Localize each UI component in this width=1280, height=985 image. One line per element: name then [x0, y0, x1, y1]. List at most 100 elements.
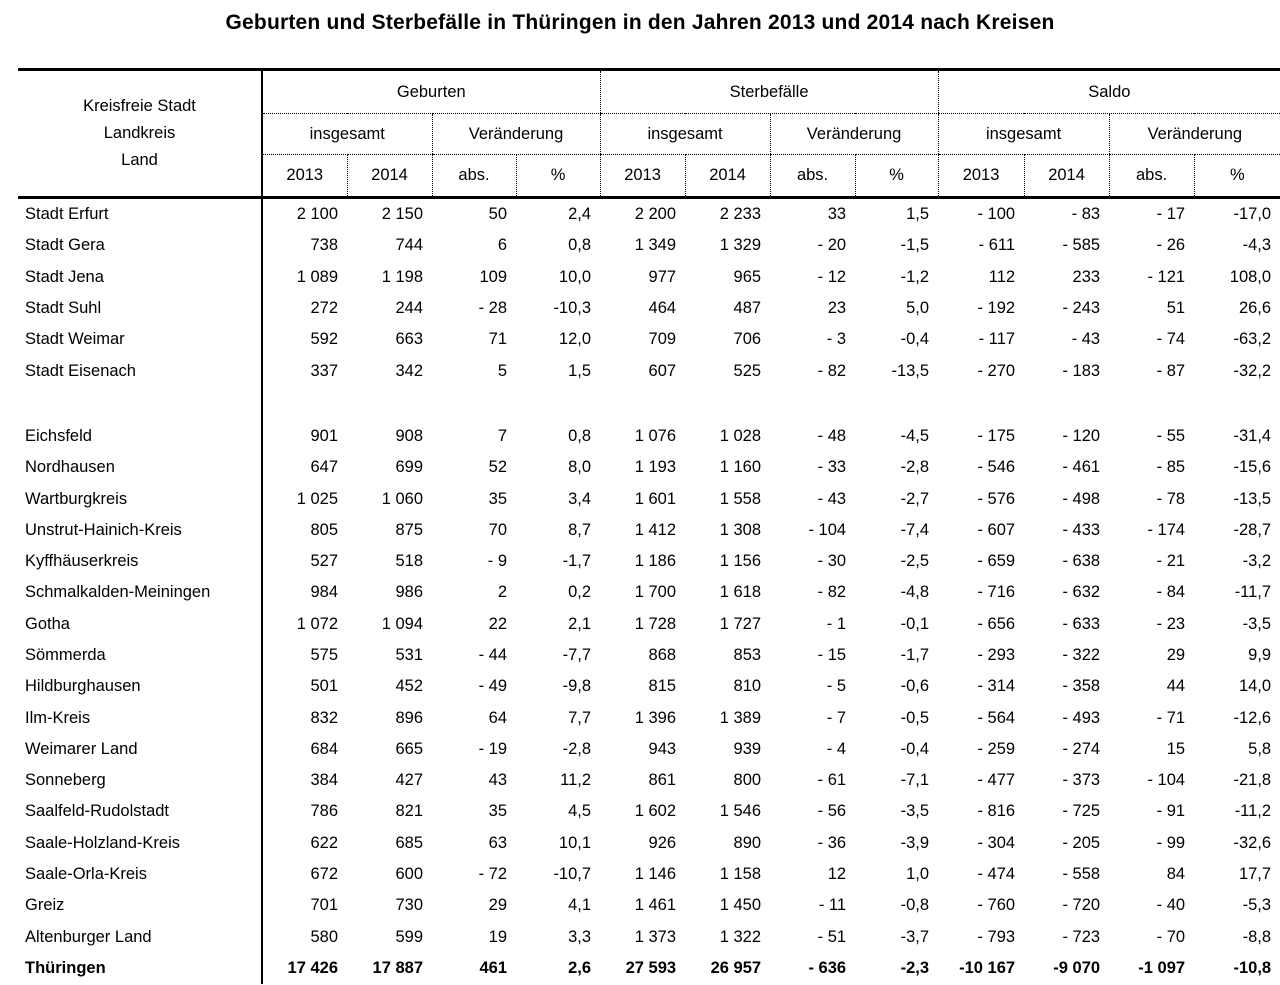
table-row: Saalfeld-Rudolstadt 786 821 35 4,5 1 602 1 546… — [18, 796, 1280, 828]
value-cell: 0,8 — [568, 426, 592, 445]
value-cell: -1,7 — [562, 552, 592, 571]
table-row: Altenburger Land 580 599 19 3,3 1 373 1 322 - 5… — [18, 921, 1280, 953]
row-label: Wartburgkreis — [18, 483, 263, 515]
value-cell: - 358 — [1062, 677, 1101, 696]
value-cell: 452 — [395, 677, 423, 696]
row-header-line: Land — [121, 151, 158, 169]
value-cell: - 36 — [817, 833, 847, 852]
value-cell: - 793 — [977, 927, 1016, 946]
table-row: Saale-Holzland-Kreis 622 685 63 10,1 926 890 - … — [18, 827, 1280, 859]
value-cell: 672 — [310, 865, 338, 884]
table-row: Sonneberg 384 427 43 11,2 861 800 - 61 -7,1 - 477… — [18, 765, 1280, 797]
value-cell: - 564 — [977, 708, 1016, 727]
value-cell: - 477 — [977, 771, 1016, 790]
value-cell: 112 — [988, 267, 1016, 286]
table-row: Stadt Eisenach 337 342 5 1,5 607 525 - 82 -13,5 -… — [18, 355, 1280, 387]
value-cell: 71 — [488, 330, 507, 349]
value-cell — [600, 387, 685, 421]
row-header-line: Kreisfreie Stadt — [83, 97, 196, 115]
value-cell: 1 558 — [719, 489, 762, 508]
value-cell: - 43 — [1071, 330, 1101, 349]
value-cell: - 87 — [1156, 361, 1186, 380]
value-cell: -11,2 — [1234, 802, 1272, 821]
group-header-saldo: Saldo — [937, 69, 1280, 114]
value-cell: -8,8 — [1242, 927, 1272, 946]
value-cell: - 585 — [1062, 236, 1101, 255]
value-cell: 943 — [648, 739, 677, 758]
value-cell — [1024, 387, 1109, 421]
value-cell: - 1 — [826, 614, 847, 633]
value-cell: -5,3 — [1242, 896, 1272, 915]
value-cell: - 607 — [977, 520, 1016, 539]
row-label: Gotha — [18, 608, 263, 640]
value-cell: -0,4 — [900, 330, 930, 349]
value-cell: - 91 — [1156, 802, 1186, 821]
value-cell: 525 — [733, 361, 762, 380]
table-row: Eichsfeld 901 908 7 0,8 1 076 1 028 - 48 -4,5 - 1… — [18, 420, 1280, 453]
value-cell: 908 — [395, 426, 423, 445]
value-cell: -31,4 — [1233, 426, 1272, 445]
value-cell: 1 461 — [634, 896, 677, 915]
value-cell: -32,6 — [1233, 833, 1272, 852]
row-label: Hildburghausen — [18, 671, 263, 703]
value-cell: 1 186 — [634, 552, 677, 571]
value-cell: - 33 — [817, 458, 847, 477]
value-cell: 868 — [648, 646, 677, 664]
value-cell: 12,0 — [558, 330, 592, 349]
value-cell: 622 — [310, 833, 338, 852]
value-cell: 575 — [310, 646, 338, 664]
value-cell: - 7 — [826, 708, 847, 727]
group-header-sterbefaelle: Sterbefälle — [599, 69, 939, 114]
value-cell: -0,6 — [900, 677, 930, 696]
row-label: Stadt Suhl — [18, 292, 263, 325]
value-cell: -4,8 — [900, 583, 930, 602]
value-cell: 2 — [497, 583, 507, 602]
value-cell: 599 — [395, 927, 423, 946]
value-cell: - 74 — [1156, 330, 1186, 349]
value-cell: -15,6 — [1233, 458, 1272, 477]
row-label: Saale-Holzland-Kreis — [18, 827, 263, 859]
value-cell: 1 601 — [634, 489, 677, 508]
value-cell: 518 — [395, 552, 423, 571]
value-cell: -9 070 — [1053, 958, 1101, 977]
value-cell: 487 — [733, 299, 762, 318]
table-body: Stadt Erfurt 2 100 2 150 50 2,4 2 200 2 233 33 1… — [18, 197, 1280, 985]
value-cell: 853 — [733, 646, 762, 664]
value-cell: -10,8 — [1233, 958, 1272, 977]
value-cell: - 192 — [977, 299, 1016, 318]
value-cell: 901 — [310, 426, 338, 445]
value-cell: - 433 — [1062, 520, 1101, 539]
value-cell: 1 160 — [719, 458, 762, 477]
value-cell: - 78 — [1156, 489, 1186, 508]
value-cell: - 243 — [1062, 299, 1101, 318]
value-cell: 7 — [497, 426, 507, 445]
value-cell: 384 — [310, 771, 338, 790]
value-cell: -13,5 — [1233, 489, 1272, 508]
group-header-geburten: Geburten — [261, 69, 601, 114]
value-cell: 15 — [1166, 739, 1186, 758]
value-cell: 684 — [310, 739, 338, 758]
value-cell: 665 — [395, 739, 423, 758]
value-cell: -32,2 — [1233, 361, 1272, 380]
value-cell: - 633 — [1062, 614, 1101, 633]
value-cell: - 56 — [817, 802, 847, 821]
table-row: Stadt Jena 1 089 1 198 109 10,0 977 965 - 12 -1,… — [18, 261, 1280, 293]
value-cell: - 716 — [977, 583, 1016, 602]
row-label: Stadt Weimar — [18, 324, 263, 356]
value-cell: 14,0 — [1238, 677, 1272, 696]
value-cell: 427 — [395, 771, 423, 790]
value-cell: 109 — [479, 267, 507, 286]
value-cell: - 20 — [817, 236, 847, 255]
value-cell: - 30 — [817, 552, 847, 571]
value-cell: 890 — [733, 833, 762, 852]
value-cell: - 183 — [1062, 361, 1101, 380]
value-cell: - 82 — [817, 583, 847, 602]
value-cell: -12,6 — [1233, 708, 1272, 727]
value-cell: 4,5 — [568, 802, 592, 821]
value-cell: 1 072 — [296, 614, 338, 633]
table-row: Saale-Orla-Kreis 672 600 - 72 -10,7 1 146 1 15… — [18, 858, 1280, 891]
value-cell: -4,3 — [1242, 236, 1272, 255]
subgroup-header-row: insgesamt Veränderung insgesamt Veränder… — [18, 113, 1280, 155]
value-cell: - 85 — [1156, 458, 1186, 477]
value-cell: -2,8 — [562, 739, 592, 758]
